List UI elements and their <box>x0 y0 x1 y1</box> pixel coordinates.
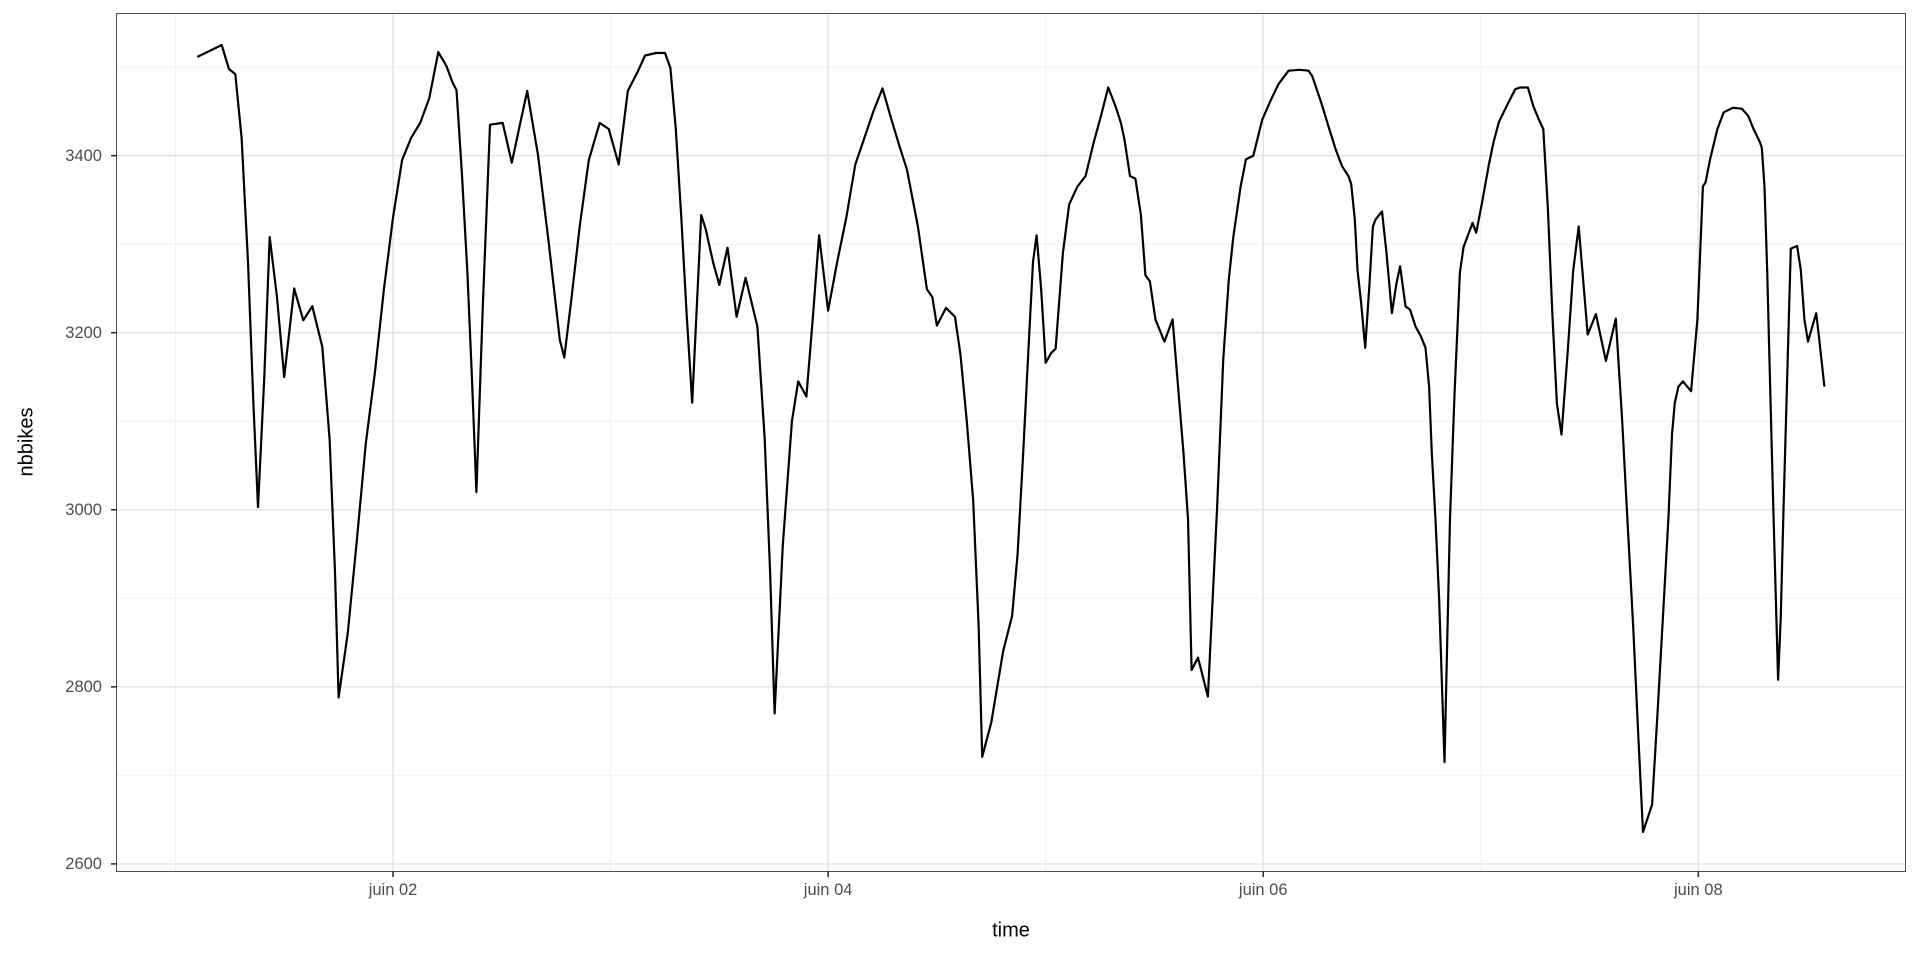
y-tick-label: 3400 <box>65 146 102 165</box>
y-axis-title: nbbikes <box>15 407 38 477</box>
x-tick-label: juin 02 <box>368 881 418 899</box>
x-tick-label: juin 04 <box>803 881 853 899</box>
y-tick-label: 3000 <box>65 500 102 519</box>
y-tick-label: 2800 <box>65 677 102 696</box>
chart-panel <box>111 13 1906 877</box>
y-tick-label: 3200 <box>65 323 102 342</box>
x-tick-label: juin 08 <box>1674 881 1723 899</box>
x-axis-title: time <box>992 919 1030 942</box>
y-tick-label: 2600 <box>65 854 102 873</box>
nbbikes-series-line <box>196 43 1826 834</box>
x-tick-label: juin 06 <box>1238 881 1288 899</box>
plot-area-svg <box>111 14 1905 877</box>
